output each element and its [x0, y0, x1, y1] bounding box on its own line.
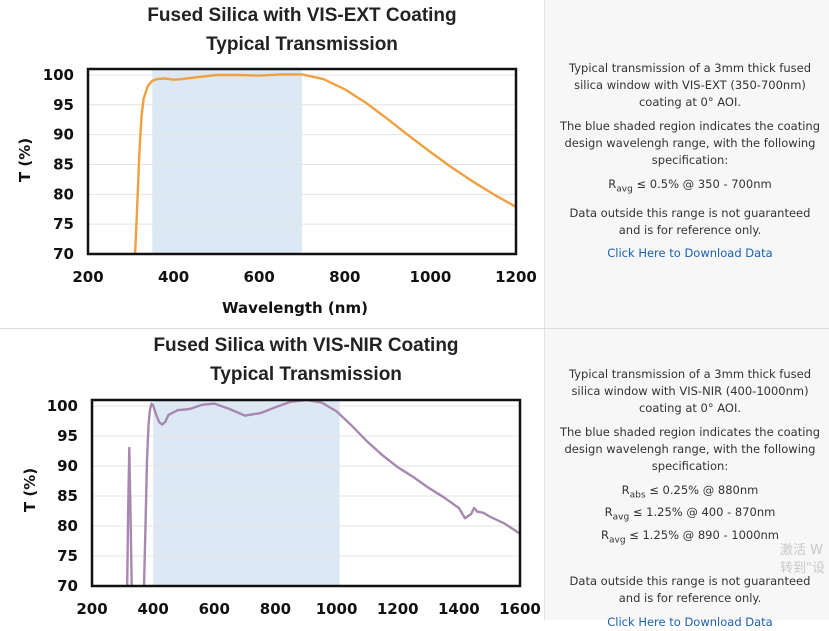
x-tick-label: 1200 — [377, 600, 419, 618]
design-range-shade — [152, 69, 302, 254]
download-data-link[interactable]: Click Here to Download Data — [607, 246, 773, 261]
transmission-line — [126, 398, 521, 587]
download-data-link[interactable]: Click Here to Download Data — [607, 614, 773, 629]
chart-title: Fused Silica with VIS-NIR Coating — [153, 335, 458, 356]
description-panel: Typical transmission of a 3mm thick fuse… — [544, 0, 829, 328]
y-tick-label: 85 — [53, 155, 74, 173]
spec-line: Ravg ≤ 1.25% @ 890 - 1000nm — [600, 527, 780, 545]
y-tick-label: 95 — [53, 96, 74, 114]
spec-line: Rabs ≤ 0.25% @ 880nm — [621, 483, 759, 501]
x-tick-label: 600 — [244, 268, 275, 286]
y-axis-label: T (%) — [21, 468, 39, 512]
x-tick-label: 200 — [76, 600, 107, 618]
description-text: Typical transmission of a 3mm thick fuse… — [568, 61, 812, 109]
plot-frame — [86, 67, 518, 256]
chart-cell: Fused Silica with VIS-EXT Coating Typica… — [0, 0, 544, 328]
y-tick-label: 95 — [57, 427, 78, 445]
chart-title: Fused Silica with VIS-EXT Coating — [147, 5, 456, 26]
chart-row-vis-nir: Fused Silica with VIS-NIR Coating Typica… — [0, 328, 829, 629]
y-tick-label: 80 — [57, 517, 78, 535]
y-tick-label: 80 — [53, 185, 74, 203]
x-tick-label: 1600 — [499, 600, 541, 618]
spec-list: Rabs ≤ 0.25% @ 880nm Ravg ≤ 1.25% @ 400 -… — [557, 482, 823, 549]
x-axis-label: Wavelength (nm) — [222, 299, 368, 317]
x-tick-label: 600 — [199, 600, 230, 618]
y-tick-label: 100 — [43, 66, 74, 84]
vis-nir-chart: Fused Silica with VIS-NIR Coating Typica… — [21, 335, 541, 618]
transmission-line — [133, 73, 517, 255]
x-tick-label: 400 — [137, 600, 168, 618]
chart-subtitle: Typical Transmission — [210, 364, 402, 385]
y-tick-label: 90 — [57, 457, 78, 475]
y-tick-label: 100 — [47, 397, 78, 415]
activation-watermark: 激活 W 转到"设 — [780, 542, 825, 578]
plot-frame — [90, 398, 522, 588]
design-range-shade — [153, 400, 340, 586]
chart-row-vis-ext: Fused Silica with VIS-EXT Coating Typica… — [0, 0, 829, 328]
y-axis-label: T (%) — [16, 138, 34, 182]
reference-note: Data outside this range is not guarantee… — [569, 573, 811, 605]
spec-list: Ravg ≤ 0.5% @ 350 - 700nm — [557, 176, 823, 198]
y-tick-label: 70 — [57, 577, 78, 595]
reference-note: Data outside this range is not guarantee… — [569, 206, 811, 238]
y-tick-label: 75 — [53, 215, 74, 233]
x-tick-label: 800 — [260, 600, 291, 618]
x-tick-label: 1000 — [316, 600, 358, 618]
x-tick-label: 1000 — [410, 268, 452, 286]
chart-cell: Fused Silica with VIS-NIR Coating Typica… — [0, 329, 544, 620]
x-tick-label: 800 — [329, 268, 360, 286]
watermark-line: 激活 W — [780, 543, 823, 558]
y-tick-label: 85 — [57, 487, 78, 505]
watermark-line: 转到"设 — [780, 561, 825, 576]
spec-line: Ravg ≤ 0.5% @ 350 - 700nm — [608, 177, 772, 195]
x-tick-label: 1200 — [495, 268, 537, 286]
y-tick-label: 75 — [57, 547, 78, 565]
spec-line: Ravg ≤ 1.25% @ 400 - 870nm — [604, 505, 776, 523]
y-tick-label: 90 — [53, 126, 74, 144]
shading-note: The blue shaded region indicates the coa… — [559, 425, 821, 473]
x-tick-label: 1400 — [438, 600, 480, 618]
description-panel: Typical transmission of a 3mm thick fuse… — [544, 329, 829, 629]
x-tick-label: 400 — [158, 268, 189, 286]
description-text: Typical transmission of a 3mm thick fuse… — [568, 367, 812, 415]
y-tick-label: 70 — [53, 245, 74, 263]
x-tick-label: 200 — [72, 268, 103, 286]
vis-ext-chart: Fused Silica with VIS-EXT Coating Typica… — [16, 5, 537, 317]
chart-subtitle: Typical Transmission — [206, 34, 398, 55]
shading-note: The blue shaded region indicates the coa… — [559, 119, 821, 167]
